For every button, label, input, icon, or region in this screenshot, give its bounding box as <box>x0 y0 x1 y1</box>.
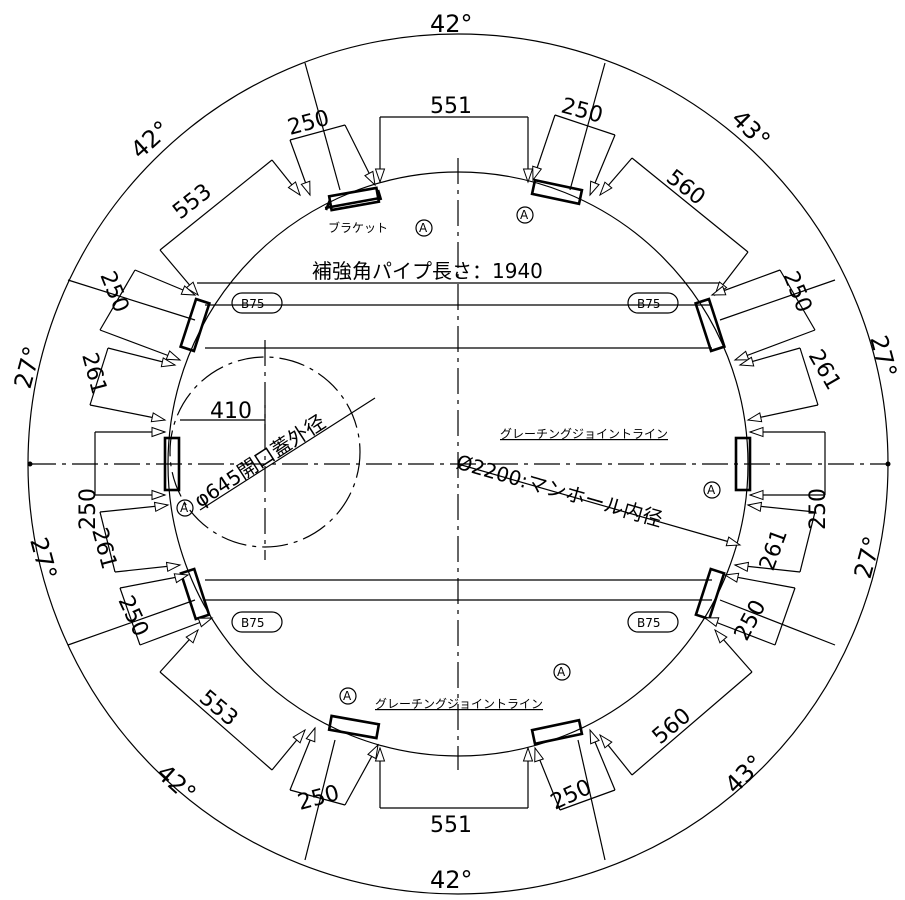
angle-top-left: 42° <box>125 115 175 164</box>
svg-text:250: 250 <box>558 94 605 129</box>
svg-text:B75: B75 <box>241 616 265 630</box>
dim-right-side: 250 261 250 261 250 <box>703 268 846 646</box>
angle-bottom-right: 43° <box>719 749 769 799</box>
svg-text:250: 250 <box>806 488 831 530</box>
pipe-length-label: 補強角パイプ長さ：1940 <box>312 259 543 283</box>
svg-text:261: 261 <box>803 346 846 395</box>
dim-bracket-top-left: 250 <box>285 106 380 198</box>
right-center-point <box>885 461 891 467</box>
angle-top-right: 43° <box>726 104 776 154</box>
b75-top-right: B75 <box>627 292 679 314</box>
svg-text:250: 250 <box>113 592 153 641</box>
opening-diameter-label: φ645開口蓋外径 <box>190 410 330 513</box>
svg-text:A: A <box>707 483 716 497</box>
radial-lines <box>67 62 836 861</box>
opening-circle <box>169 356 361 548</box>
svg-text:A: A <box>343 689 352 703</box>
dim-gap-top-right: 560 <box>596 157 749 299</box>
svg-text:250: 250 <box>547 775 596 815</box>
dim-gap-bottom-right: 560 <box>596 626 753 776</box>
svg-text:A: A <box>557 665 566 679</box>
svg-text:B75: B75 <box>637 297 661 311</box>
bracket-label: ブラケット <box>328 220 388 235</box>
marker-a-left: A <box>176 499 194 517</box>
dim-551-bottom-label: 551 <box>430 813 472 838</box>
angle-bottom-left: 42° <box>151 759 201 808</box>
angle-right-lower: 27° <box>849 533 887 581</box>
marker-a-bottom-left: A <box>339 687 357 705</box>
marker-a-top-right: A <box>516 206 534 224</box>
dim-bracket-bottom-left: 250 <box>289 725 383 816</box>
svg-text:261: 261 <box>86 525 121 572</box>
manhole-diameter-line <box>457 463 741 546</box>
angle-top: 42° <box>430 10 473 38</box>
svg-text:553: 553 <box>168 179 216 225</box>
svg-text:250: 250 <box>76 488 101 530</box>
dim-551-top-label: 551 <box>430 94 472 119</box>
opening-diameter-line <box>199 397 376 511</box>
marker-a-bracket: A <box>415 219 433 237</box>
marker-a-bottom-right: A <box>553 663 571 681</box>
svg-text:B75: B75 <box>241 297 265 311</box>
svg-text:B75: B75 <box>637 616 661 630</box>
svg-text:A: A <box>419 221 428 235</box>
svg-text:261: 261 <box>76 350 111 397</box>
svg-text:553: 553 <box>194 685 242 731</box>
grating-joint-label-bottom: グレーチングジョイントライン <box>375 697 543 711</box>
dim-left-side: 250 261 250 261 250 <box>76 268 215 646</box>
svg-text:A: A <box>520 208 529 222</box>
angle-left-lower: 27° <box>24 534 62 582</box>
angle-right-upper: 27° <box>864 332 902 380</box>
dim-gap-top-left: 553 <box>159 159 305 299</box>
svg-text:250: 250 <box>777 268 816 316</box>
brackets <box>163 178 752 746</box>
svg-text:261: 261 <box>755 526 793 574</box>
manhole-diameter-label: Ø2200:マンホール内径 <box>454 450 666 532</box>
b75-bottom-left: B75 <box>231 611 283 633</box>
marker-a-right: A <box>703 481 721 499</box>
svg-text:560: 560 <box>661 165 709 211</box>
svg-text:250: 250 <box>94 268 133 316</box>
b75-top-left: B75 <box>231 292 283 314</box>
dim-410-label: 410 <box>210 399 252 424</box>
left-center-point <box>27 461 33 467</box>
b75-bottom-right: B75 <box>627 611 679 633</box>
svg-text:A: A <box>180 501 189 515</box>
grating-joint-label-right: グレーチングジョイントライン <box>500 427 668 441</box>
svg-text:250: 250 <box>295 781 342 816</box>
angle-bottom: 42° <box>430 866 473 894</box>
angle-left-upper: 27° <box>9 343 47 391</box>
svg-text:560: 560 <box>648 703 696 749</box>
svg-text:250: 250 <box>730 596 772 645</box>
